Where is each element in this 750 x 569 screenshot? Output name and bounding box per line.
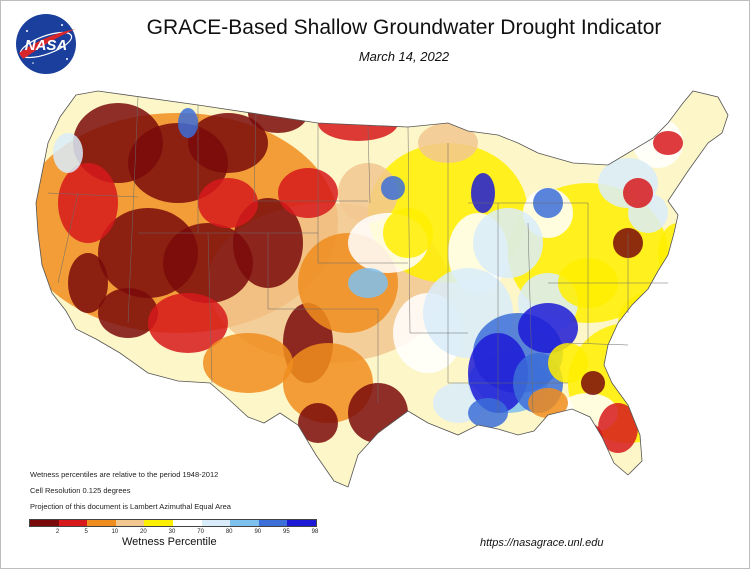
color-legend: 2 5 10 20 30 70 80 90 95 98 Wetness Percentile (29, 519, 319, 548)
state-border (527, 222, 534, 414)
legend-tick-label: 90 (254, 529, 262, 535)
legend-swatch (230, 520, 259, 526)
legend-title: Wetness Percentile (122, 536, 217, 548)
percentile-blob (198, 178, 258, 228)
note-line: Wetness percentiles are relative to the … (30, 470, 219, 479)
legend-tick-label: 98 (311, 529, 319, 535)
state-border (567, 342, 629, 346)
percentile-blob (178, 108, 198, 138)
legend-swatch (144, 520, 173, 526)
state-boundaries (47, 96, 668, 414)
legend-tick-label: 30 (168, 529, 176, 535)
percentile-blob (598, 403, 638, 453)
percentile-blob (298, 403, 338, 443)
legend-swatch (258, 520, 288, 526)
legend-tick-label: 95 (283, 529, 290, 535)
percentile-blob (518, 303, 578, 353)
percentile-blob (163, 223, 253, 303)
percentile-blob (58, 163, 118, 243)
state-border (407, 126, 411, 334)
percentile-blob (528, 388, 568, 418)
state-border (253, 112, 257, 202)
percentile-blob (98, 288, 158, 338)
percentile-blob (468, 398, 508, 428)
percentile-blob (471, 173, 495, 213)
percentile-blob (248, 93, 308, 133)
legend-tick-label: 80 (225, 529, 233, 535)
legend-swatch (201, 520, 231, 526)
legend-tick-labels: 2 5 10 20 30 70 80 90 95 98 (29, 527, 319, 537)
percentile-blob (68, 253, 108, 313)
legend-swatches (29, 519, 317, 527)
legend-tick-label: 70 (197, 529, 204, 535)
percentile-blob (573, 423, 603, 453)
percentile-blob (318, 105, 398, 141)
legend-swatch (30, 520, 59, 526)
legend-tick-label: 20 (140, 529, 147, 535)
percentile-blob (278, 168, 338, 218)
percentile-blob (348, 268, 388, 298)
percentile-blob (653, 131, 683, 155)
us-groundwater-map (35, 90, 729, 488)
state-border (207, 232, 213, 384)
legend-swatch (172, 520, 202, 526)
state-border (57, 192, 79, 284)
legend-swatch (87, 520, 116, 526)
map-date: March 14, 2022 (358, 49, 450, 64)
percentile-blob (473, 208, 543, 278)
legend-swatch (115, 520, 145, 526)
percentile-blob (548, 343, 588, 383)
legend-tick-label: 2 (55, 529, 60, 535)
legend-tick-label: 10 (111, 529, 119, 535)
percentile-blob (618, 293, 678, 353)
state-border (131, 96, 139, 234)
legend-swatch (58, 520, 88, 526)
percentile-blob (338, 163, 398, 223)
percentile-blob (581, 371, 605, 395)
percentile-blob (53, 133, 83, 173)
percentile-blob (188, 113, 268, 173)
legend-swatch (287, 520, 316, 526)
state-border (367, 126, 371, 204)
nasa-logo: NASA (16, 14, 76, 74)
percentile-blob (623, 178, 653, 208)
percentile-blob (383, 208, 433, 258)
percentile-blob (148, 293, 228, 353)
percentile-blob (381, 176, 405, 200)
note-line: Cell Resolution 0.125 degrees (30, 486, 131, 495)
note-line: Projection of this document is Lambert A… (30, 502, 231, 511)
percentile-blob (658, 223, 698, 283)
legend-tick-label: 5 (84, 529, 88, 535)
map-title: GRACE-Based Shallow Groundwater Drought … (146, 16, 662, 39)
notes: Wetness percentiles are relative to the … (30, 467, 231, 515)
source-url: https://nasagrace.unl.edu (480, 537, 604, 549)
svg-text:NASA: NASA (25, 37, 68, 54)
percentile-blob (203, 333, 293, 393)
state-border (127, 232, 133, 324)
state-border (47, 192, 139, 198)
